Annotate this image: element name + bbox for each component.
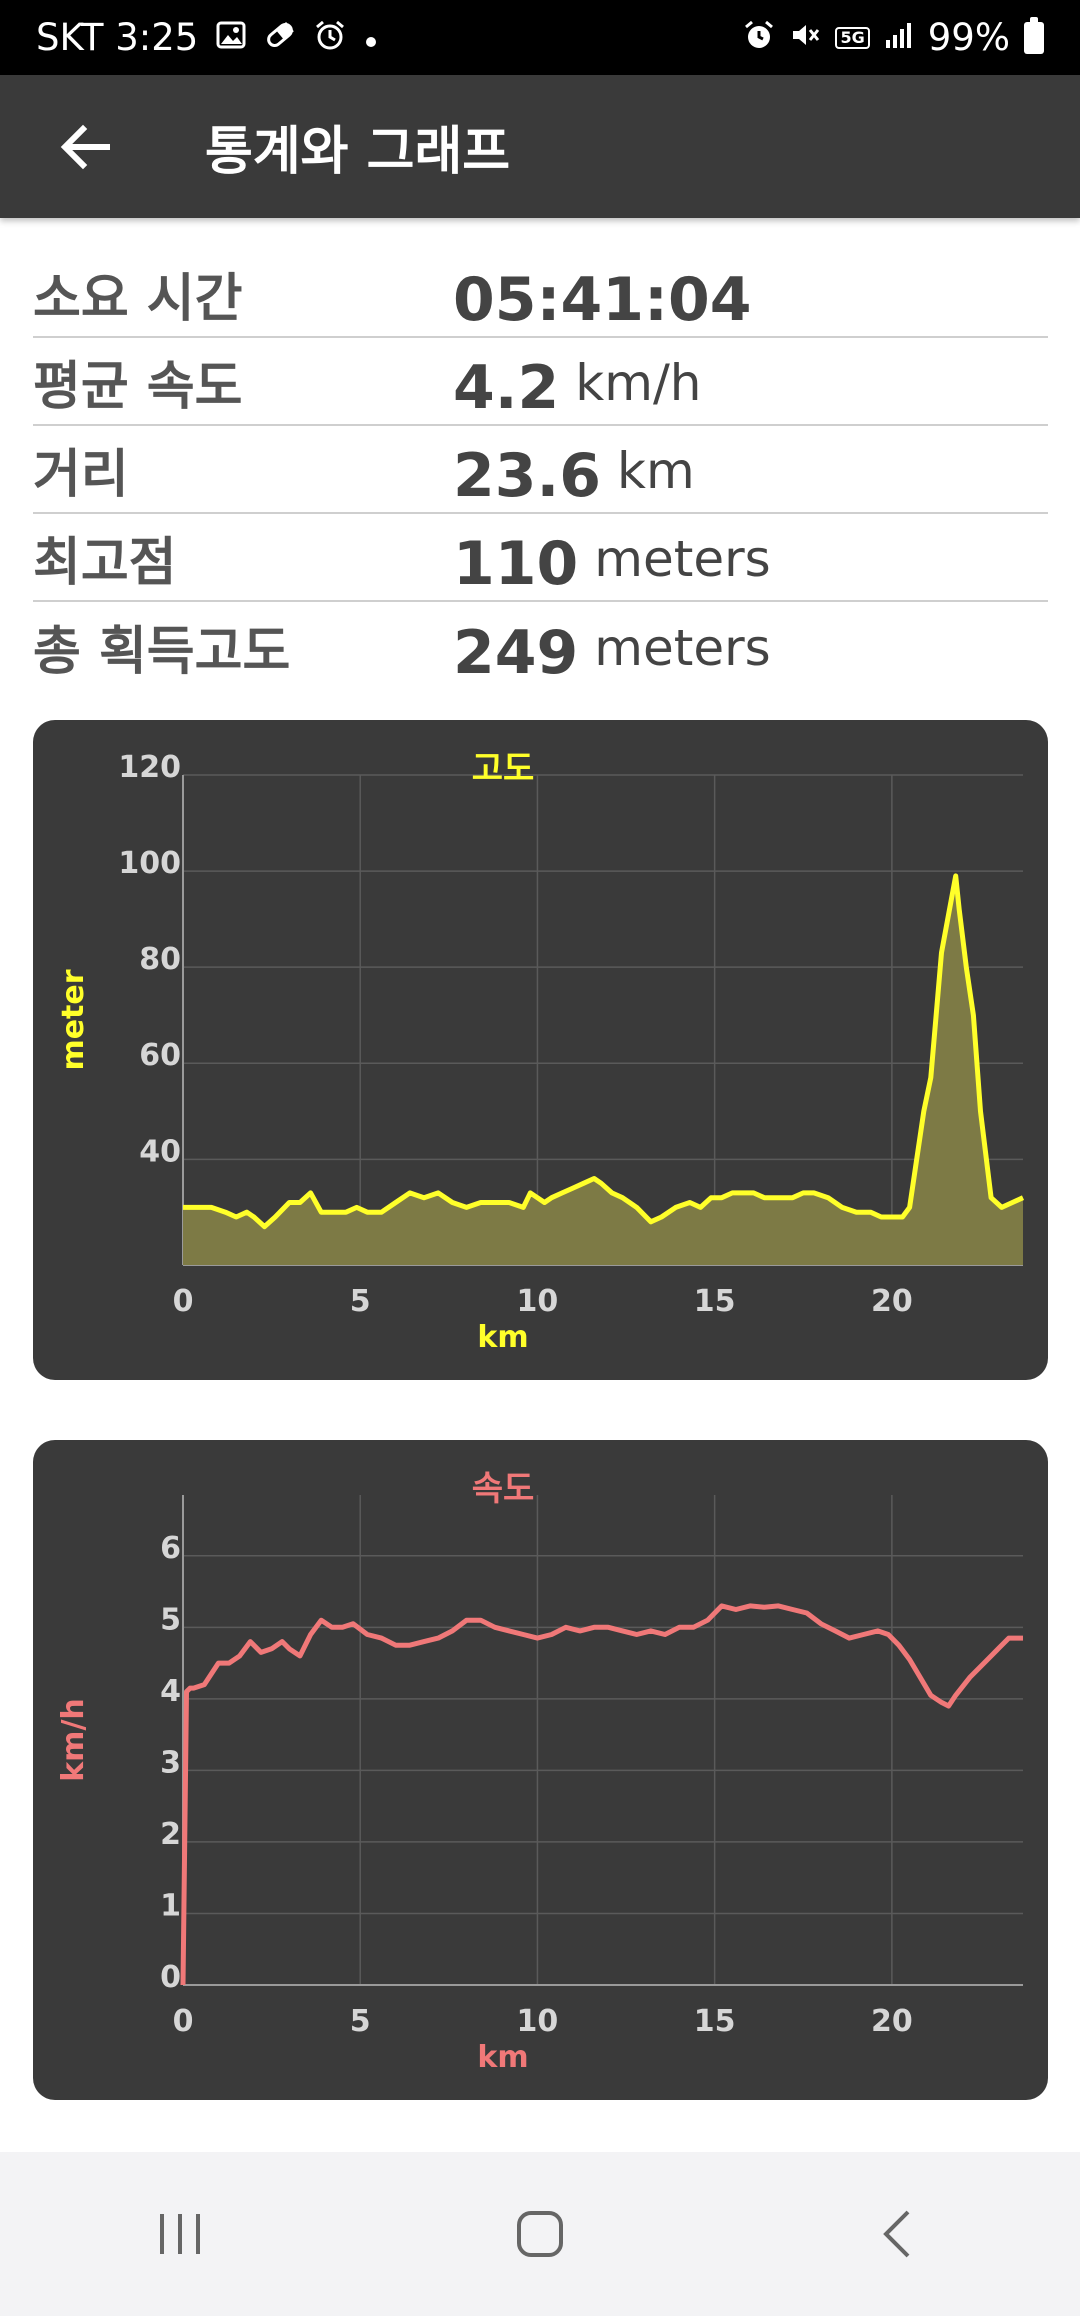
signal-icon [884,20,914,56]
stat-row-max-elevation: 최고점 110 meters [33,514,1048,602]
elevation-chart-card: 0 5 10 15 20 40 60 80 100 120 고도 km meter [33,720,1048,1380]
battery-icon [1024,16,1044,54]
home-button[interactable] [480,2189,600,2279]
stat-row-distance: 거리 23.6 km [33,426,1048,514]
y-axis-label: meter [56,969,91,1070]
x-tick-label: 10 [517,2004,559,2039]
battery-percent: 99% [927,16,1010,59]
x-tick-label: 0 [173,2004,194,2039]
y-tick-label: 40 [139,1134,181,1169]
recent-apps-button[interactable] [120,2189,240,2279]
mute-icon [789,19,821,57]
x-axis-label: km [477,2040,528,2075]
stat-unit: km/h [575,354,702,412]
y-tick-label: 0 [160,1960,181,1995]
alarm-icon [314,19,346,57]
x-tick-label: 20 [871,1284,913,1319]
y-tick-label: 120 [118,750,181,785]
back-icon [883,2210,910,2258]
y-axis-label: km/h [56,1698,91,1782]
stat-value: 23.6 [453,441,602,511]
series-line [183,873,1025,1230]
stat-label: 최고점 [33,532,177,593]
elevation-chart: 0 5 10 15 20 40 60 80 100 120 고도 km meter [56,749,1025,1355]
alarm-icon [743,19,775,57]
x-tick-label: 0 [173,1284,194,1319]
y-tick-label: 2 [160,1817,181,1852]
system-nav-bar [0,2152,1080,2316]
home-icon [517,2211,563,2257]
x-tick-label: 10 [517,1284,559,1319]
stat-value: 4.2 [453,353,560,423]
x-tick-label: 20 [871,2004,913,2039]
stat-row-total-gain: 총 획득고도 249 meters [33,602,1048,690]
stat-label: 거리 [33,444,129,505]
y-tick-label: 60 [139,1038,181,1073]
status-right: 5G 99% [743,16,1044,59]
x-tick-label: 5 [350,1284,371,1319]
series-area-fill [183,875,1023,1265]
stat-label: 총 획득고도 [33,621,291,682]
status-bar: SKT 3:25 5G 99% [0,0,1080,75]
stat-label: 평균 속도 [33,356,243,417]
x-tick-label: 5 [350,2004,371,2039]
stat-value: 249 [453,618,579,688]
arrow-left-icon [60,124,110,169]
y-tick-label: 5 [160,1602,181,1637]
status-left: SKT 3:25 [36,16,378,59]
gallery-icon [216,20,246,56]
y-tick-label: 80 [139,942,181,977]
page-title: 통계와 그래프 [205,122,511,182]
stat-unit: km [617,442,695,500]
stat-unit: meters [594,530,771,588]
carrier-time: SKT 3:25 [36,16,199,59]
y-tick-label: 3 [160,1745,181,1780]
stat-label: 소요 시간 [33,268,243,329]
speed-chart: 0 5 10 15 20 0 1 2 3 4 5 6 속도 km km/h [56,1469,1023,2075]
y-tick-label: 4 [160,1674,181,1709]
y-tick-label: 1 [160,1888,181,1923]
stat-row-duration: 소요 시간 05:41:04 [33,250,1048,338]
y-tick-label: 100 [118,846,181,881]
series-line [180,1603,1023,1986]
stat-row-avg-speed: 평균 속도 4.2 km/h [33,338,1048,426]
stat-value: 05:41:04 [453,265,752,335]
x-tick-label: 15 [694,1284,736,1319]
back-button[interactable] [45,107,125,187]
recent-apps-icon [160,2214,200,2254]
chart-title: 속도 [472,1469,535,1509]
back-nav-button[interactable] [840,2189,960,2279]
stat-unit: meters [594,619,771,677]
5g-icon: 5G [835,26,870,49]
pill-icon [264,19,296,57]
y-tick-label: 6 [160,1531,181,1566]
dot-icon [364,21,378,55]
stat-value: 110 [453,529,579,599]
chart-title: 고도 [472,749,535,789]
app-bar: 통계와 그래프 [0,75,1080,218]
speed-chart-card: 0 5 10 15 20 0 1 2 3 4 5 6 속도 km km/h [33,1440,1048,2100]
x-tick-label: 15 [694,2004,736,2039]
stats-list: 소요 시간 05:41:04 평균 속도 4.2 km/h 거리 23.6 km… [33,250,1048,690]
x-axis-label: km [477,1320,528,1355]
